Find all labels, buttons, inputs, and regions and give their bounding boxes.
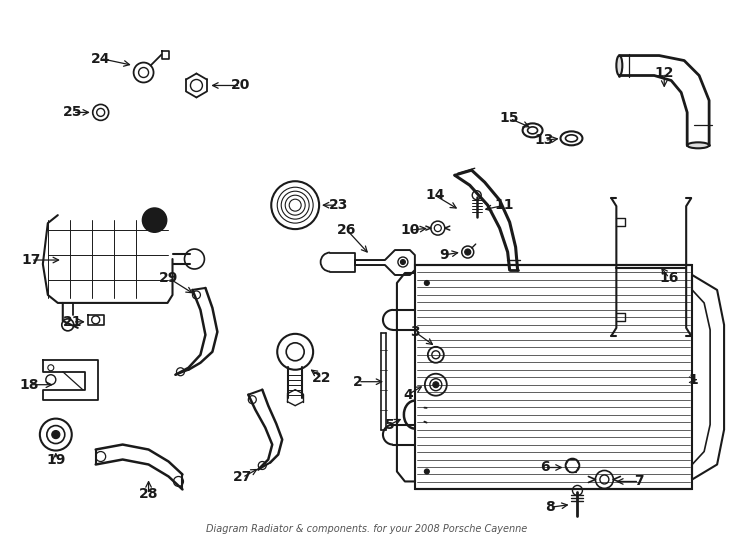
Text: 26: 26 <box>338 223 357 237</box>
Circle shape <box>424 469 429 474</box>
Bar <box>415 265 692 489</box>
Text: 8: 8 <box>545 501 554 515</box>
Text: 4: 4 <box>403 388 413 402</box>
Text: 20: 20 <box>230 78 250 92</box>
Text: 17: 17 <box>21 253 40 267</box>
Text: 3: 3 <box>410 325 420 339</box>
Text: 13: 13 <box>535 133 554 147</box>
Text: 22: 22 <box>313 371 332 384</box>
Text: 10: 10 <box>400 223 420 237</box>
Text: 29: 29 <box>159 271 178 285</box>
Ellipse shape <box>617 56 622 76</box>
Text: 6: 6 <box>539 461 549 475</box>
Text: 12: 12 <box>655 65 674 79</box>
Text: 11: 11 <box>495 198 515 212</box>
Text: 14: 14 <box>425 188 445 202</box>
Text: 24: 24 <box>91 51 110 65</box>
Text: 27: 27 <box>233 470 252 484</box>
Text: 1: 1 <box>688 373 698 387</box>
Circle shape <box>401 260 405 265</box>
Text: 9: 9 <box>439 248 448 262</box>
Circle shape <box>142 208 167 232</box>
Text: 7: 7 <box>634 475 644 489</box>
Circle shape <box>52 430 59 438</box>
Text: 28: 28 <box>139 488 159 502</box>
Ellipse shape <box>687 143 709 148</box>
Text: Diagram Radiator & components. for your 2008 Porsche Cayenne: Diagram Radiator & components. for your … <box>206 524 528 535</box>
Text: 15: 15 <box>500 111 520 125</box>
Circle shape <box>424 280 429 286</box>
Text: 2: 2 <box>353 375 363 389</box>
Text: 23: 23 <box>328 198 348 212</box>
Text: 16: 16 <box>660 271 679 285</box>
Text: 19: 19 <box>46 453 65 467</box>
Text: 25: 25 <box>63 105 82 119</box>
Text: 5: 5 <box>385 417 395 431</box>
Text: 21: 21 <box>63 315 82 329</box>
Circle shape <box>465 249 470 255</box>
Circle shape <box>433 382 439 388</box>
Text: 18: 18 <box>19 377 39 392</box>
